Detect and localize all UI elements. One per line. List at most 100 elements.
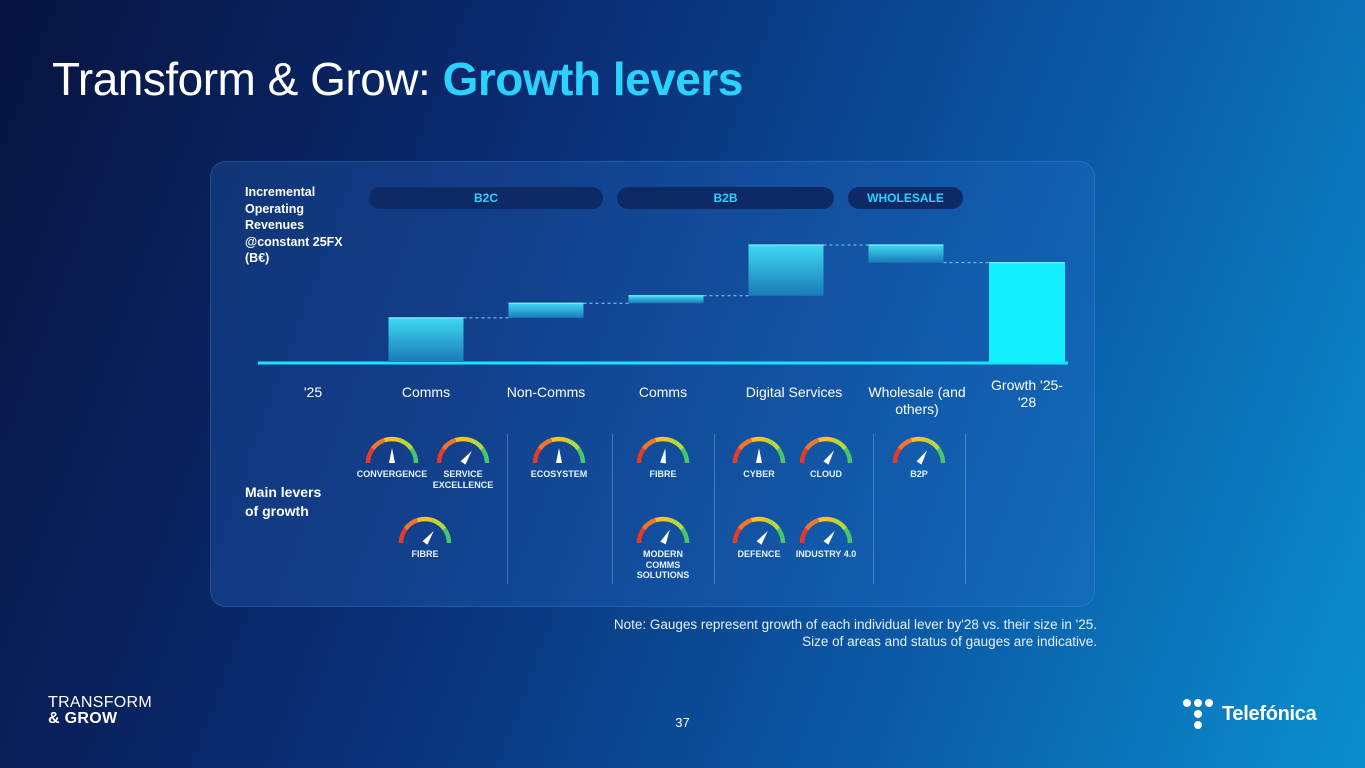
category-label-digital-services: Digital Services — [745, 384, 843, 400]
gauge-dial — [799, 516, 853, 545]
category-label-growth: Growth '25-'28 — [991, 377, 1063, 410]
gauge-arc-segment — [897, 438, 913, 451]
footer-brand: TRANSFORM & GROW — [48, 695, 152, 727]
gauge-arc-segment — [636, 447, 646, 464]
gauge-needle — [660, 448, 666, 464]
chart-panel — [210, 161, 1095, 607]
gauge-service-excellence: SERVICE EXCELLENCE — [423, 434, 503, 490]
gauge-modern-comms-solutions: MODERN COMMS SOLUTIONS — [623, 514, 703, 581]
gauge-arc-segment — [654, 436, 672, 443]
gauge-industry-4: INDUSTRY 4.0 — [786, 514, 866, 560]
gauge-arc-segment — [532, 447, 542, 464]
telefonica-logo-icon — [1183, 699, 1213, 729]
gauge-needle — [823, 450, 835, 465]
gauge-arc-segment — [750, 516, 768, 523]
waterfall-bar-3 — [628, 295, 704, 304]
gauge-arc-segment — [832, 438, 848, 451]
gauge-arc-segment — [669, 438, 685, 451]
gauge-arc-segment — [804, 518, 820, 531]
note-line-1: Note: Gauges represent growth of each in… — [613, 617, 1097, 632]
gauge-arc-segment — [383, 436, 401, 443]
gauge-arc-segment — [576, 447, 586, 464]
column-divider — [612, 434, 613, 584]
gauge-arc-segment — [776, 527, 786, 544]
page-number: 37 — [675, 715, 690, 730]
segment-pill-wholesale: WHOLESALE — [848, 187, 963, 209]
gauge-arc-segment — [398, 438, 414, 451]
gauge-arc-segment — [765, 438, 781, 451]
gauge-arc-segment — [409, 447, 419, 464]
gauge-arc-segment — [737, 518, 753, 531]
gauge-arc-segment — [910, 436, 928, 443]
gauge-arc-segment — [799, 447, 809, 464]
gauge-label: DEFENCE — [737, 549, 781, 559]
gauge-arc-segment — [832, 518, 848, 531]
gauge-label: FIBRE — [411, 549, 439, 559]
gauge-defence: DEFENCE — [719, 514, 799, 560]
category-label-wholesale: Wholesale (and others) — [868, 384, 966, 417]
waterfall-bar-5 — [868, 245, 944, 263]
gauge-arc-segment — [936, 447, 946, 464]
gauge-arc-segment — [669, 518, 685, 531]
gauge-dial — [799, 436, 853, 465]
gauge-arc-segment — [431, 518, 447, 531]
gauge-label: INDUSTRY 4.0 — [795, 549, 857, 559]
gauge-dial — [636, 516, 690, 545]
title-accent: Growth levers — [442, 53, 744, 105]
gauge-needle — [756, 448, 762, 463]
gauge-arc-segment — [776, 447, 786, 464]
footer-brand-line2: & GROW — [48, 710, 118, 727]
segment-pill-b2c: B2C — [369, 187, 603, 209]
gauge-arc-segment — [799, 527, 809, 544]
gauge-label: B2P — [910, 469, 928, 479]
gauge-arc-segment — [654, 516, 672, 523]
gauge-label: CONVERGENCE — [356, 469, 428, 479]
gauge-arc-segment — [550, 436, 568, 443]
category-label-b2b-comms: Comms — [638, 384, 688, 400]
gauge-label: FIBRE — [649, 469, 677, 479]
waterfall-bar-1 — [388, 317, 464, 362]
gauge-label: CLOUD — [810, 469, 842, 479]
gauge-arc-segment — [732, 447, 742, 464]
gauge-arc-segment — [636, 527, 646, 544]
gauge-arc-segment — [732, 527, 742, 544]
gauge-label: SERVICE EXCELLENCE — [432, 469, 494, 490]
gauge-label: MODERN COMMS SOLUTIONS — [636, 549, 690, 580]
gauge-arc-segment — [641, 438, 657, 451]
gauge-dial — [532, 436, 586, 464]
segment-pill-b2b: B2B — [617, 187, 834, 209]
main-levers-label: Main levers of growth — [245, 484, 322, 519]
waterfall-bar-6 — [989, 262, 1065, 362]
column-divider — [873, 434, 874, 584]
page-title: Transform & Grow: Growth levers — [52, 52, 743, 106]
gauge-arc-segment — [892, 447, 902, 464]
gauge-dial — [636, 436, 690, 464]
gauge-dial — [398, 516, 452, 545]
note-line-2: Size of areas and status of gauges are i… — [802, 634, 1097, 649]
gauge-needle — [422, 530, 434, 545]
gauge-arc-segment — [442, 527, 452, 544]
gauge-dial — [892, 436, 946, 465]
gauge-arc-segment — [469, 438, 485, 451]
column-divider — [714, 434, 715, 584]
category-label-non-comms: Non-Comms — [506, 384, 586, 400]
gauge-arc-segment — [441, 438, 457, 451]
gauge-arc-segment — [843, 527, 853, 544]
company-name: Telefónica — [1222, 702, 1317, 725]
y-axis-label: Incremental Operating Revenues @constant… — [245, 185, 343, 265]
chart-note: Note: Gauges represent growth of each in… — [614, 616, 1097, 650]
gauge-arc-segment — [436, 447, 446, 464]
gauge-arc-segment — [641, 518, 657, 531]
gauge-arc-segment — [843, 447, 853, 464]
gauge-needle — [556, 448, 562, 463]
gauge-dial — [365, 436, 419, 464]
gauge-arc-segment — [480, 447, 490, 464]
column-divider — [965, 434, 966, 584]
waterfall-bar-2 — [508, 303, 584, 318]
gauge-arc-segment — [925, 438, 941, 451]
gauge-cloud: CLOUD — [786, 434, 866, 480]
gauge-arc-segment — [565, 438, 581, 451]
gauge-cyber: CYBER — [719, 434, 799, 480]
gauge-arc-segment — [737, 438, 753, 451]
gauge-arc-segment — [365, 447, 375, 464]
